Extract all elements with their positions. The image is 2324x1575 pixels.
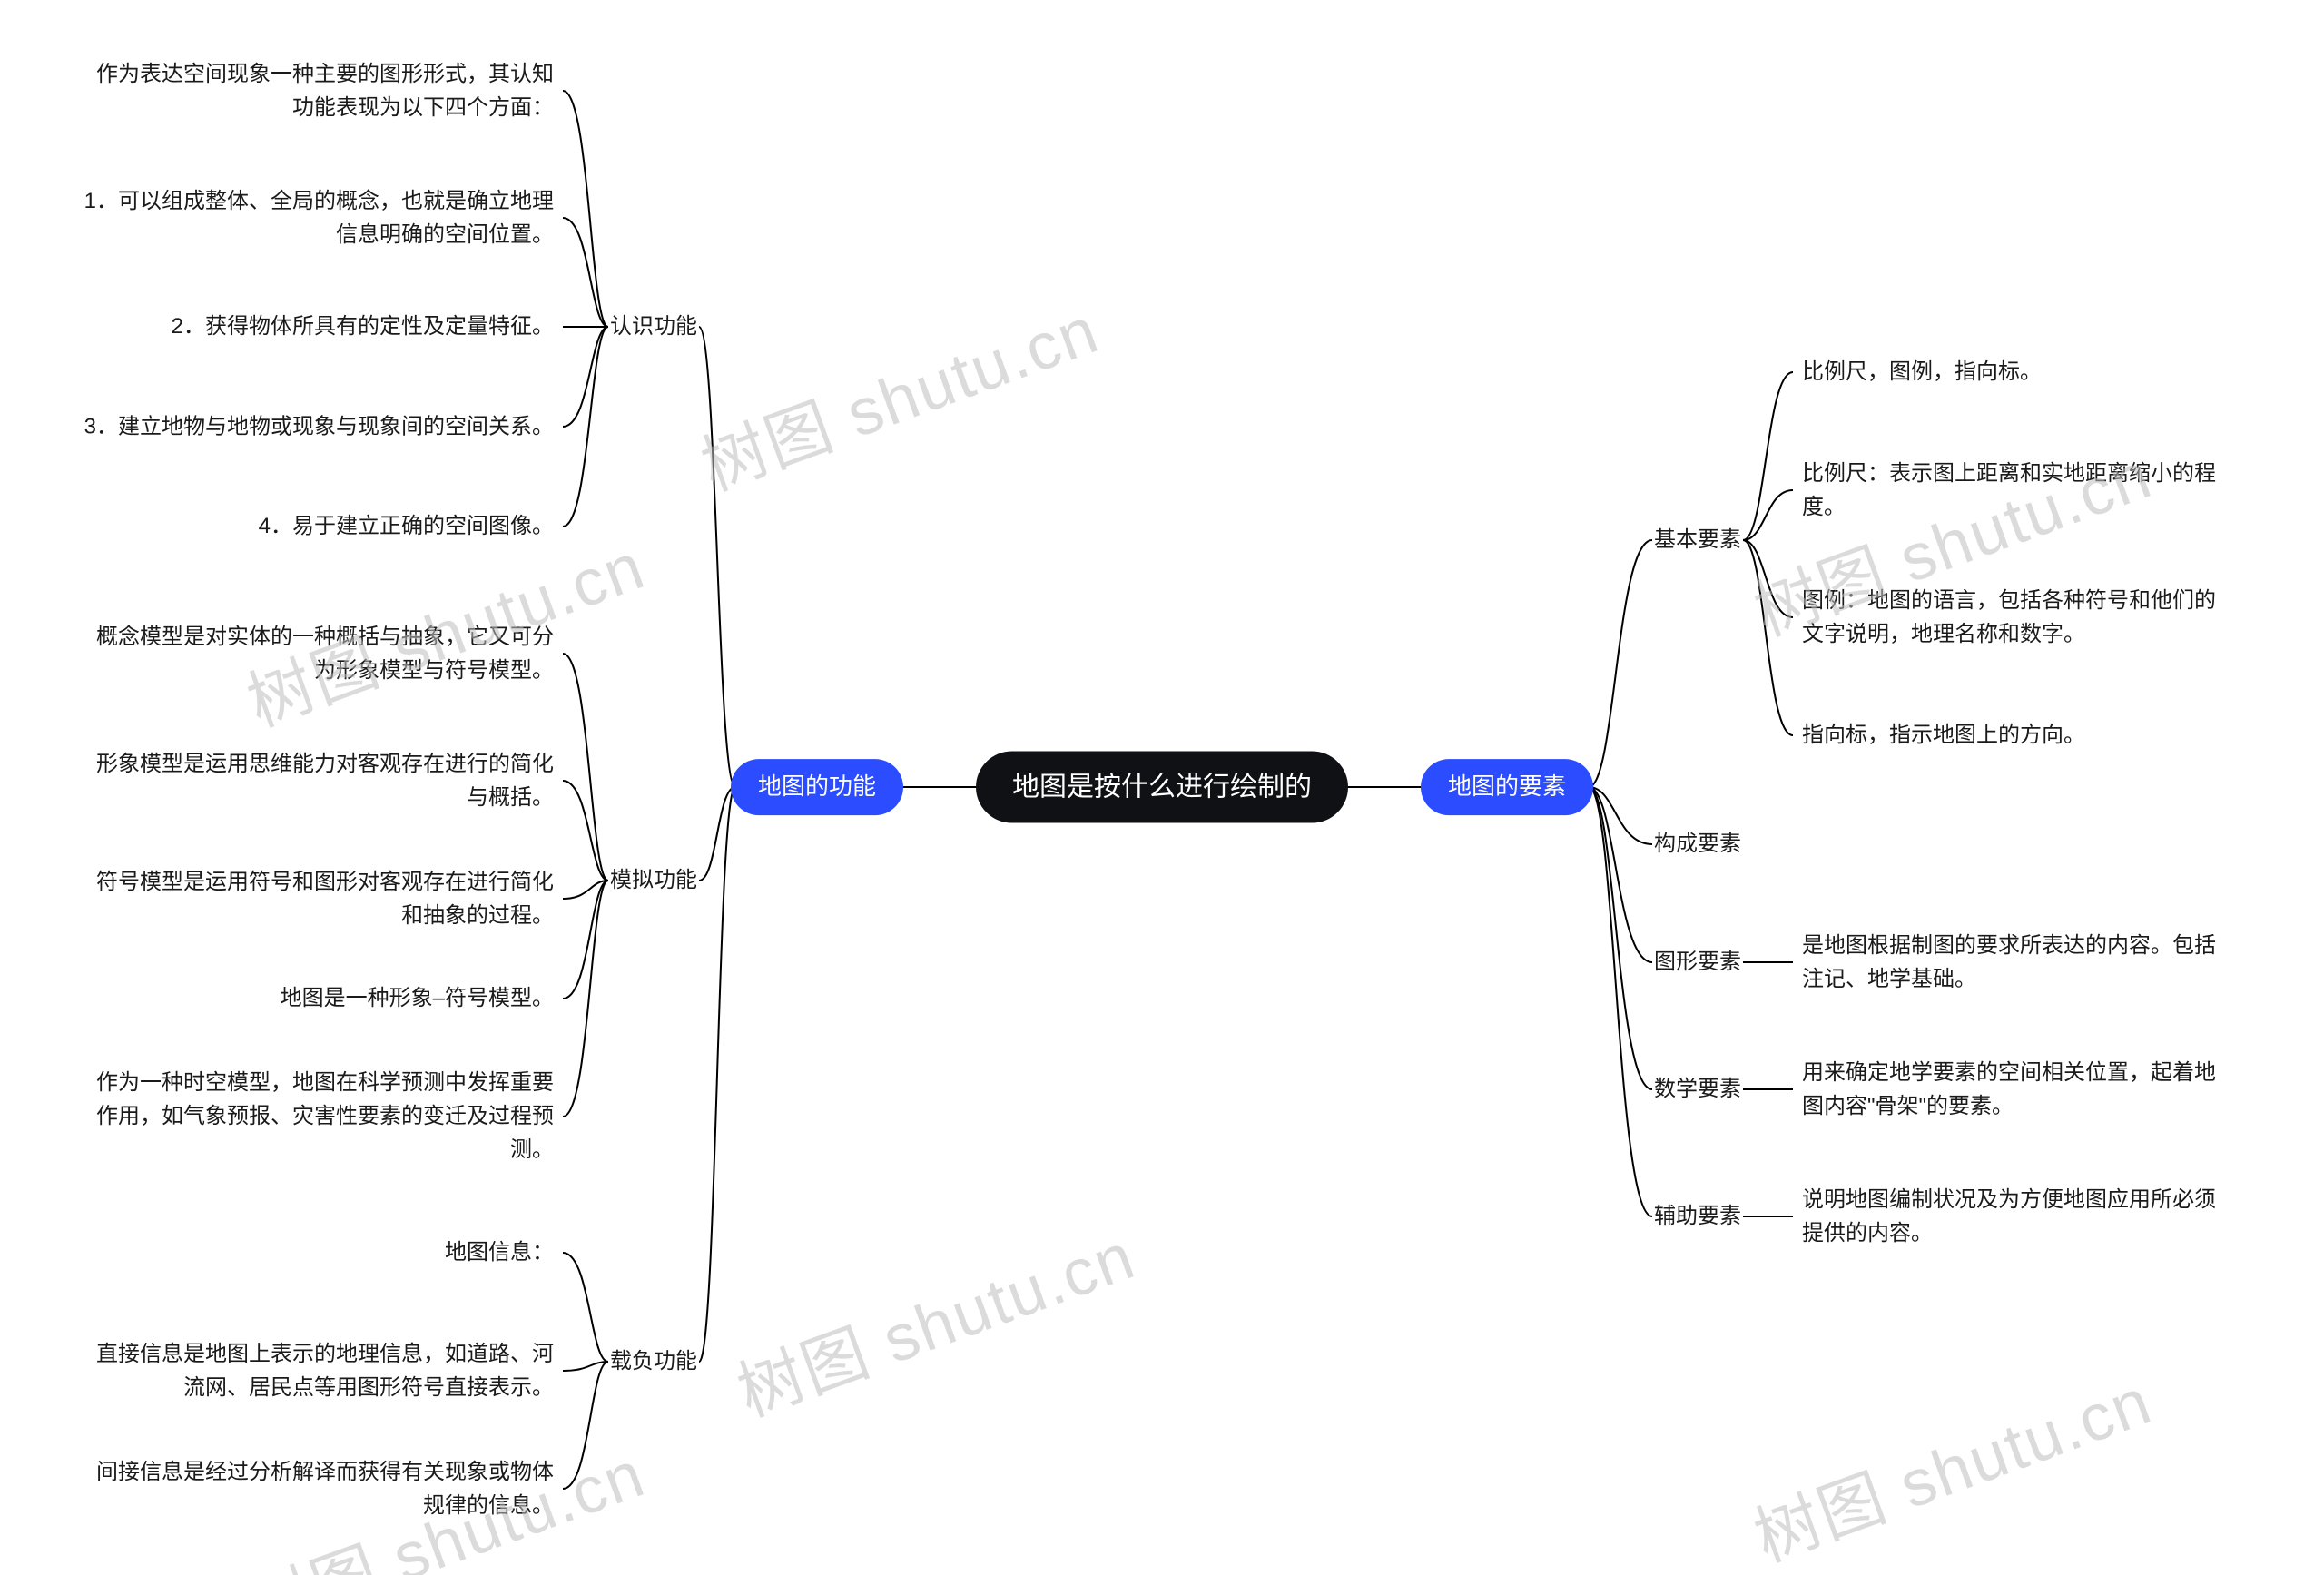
mindmap-canvas: { "type": "mindmap", "background_color":… [0,0,2324,1575]
branch-left-label: 地图的功能 [731,759,903,815]
leaf-cog-0: 作为表达空间现象一种主要的图形形式，其认知功能表现为以下四个方面： [82,57,554,124]
leaf-cog-2: 2．获得物体所具有的定性及定量特征。 [172,312,554,341]
leaf-basic-3: 指向标，指示地图上的方向。 [1802,721,2085,750]
leaf-sim-1: 形象模型是运用思维能力对客观存在进行的简化与概括。 [82,747,554,814]
leaf-sim-3: 地图是一种形象–符号模型。 [281,984,554,1013]
sub-cognition-label: 认识功能 [610,314,697,339]
leaf-basic-2: 图例：地图的语言，包括各种符号和他们的文字说明，地理名称和数字。 [1802,584,2220,651]
leaf-sim-2: 符号模型是运用符号和图形对客观存在进行简化和抽象的过程。 [82,865,554,932]
leaf-car-2: 间接信息是经过分析解译而获得有关现象或物体规律的信息。 [82,1455,554,1522]
leaf-math: 用来确定地学要素的空间相关位置，起着地图内容"骨架"的要素。 [1802,1056,2220,1123]
branch-right[interactable]: 地图的要素 [1421,759,1593,815]
leaf-basic-1: 比例尺：表示图上距离和实地距离缩小的程度。 [1802,457,2220,524]
leaf-cog-4: 4．易于建立正确的空间图像。 [259,512,554,541]
watermark: 树图 shutu.cn [723,1203,1146,1434]
sub-basic-label: 基本要素 [1654,527,1741,552]
leaf-car-1: 直接信息是地图上表示的地理信息，如道路、河流网、居民点等用图形符号直接表示。 [82,1337,554,1404]
leaf-sim-0: 概念模型是对实体的一种概括与抽象，它又可分为形象模型与符号模型。 [82,620,554,687]
watermark: 树图 shutu.cn [1739,1348,2162,1575]
branch-left[interactable]: 地图的功能 [731,759,903,815]
leaf-aux: 说明地图编制状况及为方便地图应用所必须提供的内容。 [1802,1183,2220,1250]
sub-composition[interactable]: 构成要素 [1654,830,1741,859]
leaf-graphic: 是地图根据制图的要求所表达的内容。包括注记、地学基础。 [1802,929,2220,996]
sub-graphic[interactable]: 图形要素 [1654,948,1741,977]
sub-simulation-label: 模拟功能 [610,868,697,892]
watermark: 树图 shutu.cn [686,277,1109,508]
leaf-car-0: 地图信息： [445,1238,554,1267]
root-label: 地图是按什么进行绘制的 [976,752,1348,823]
leaf-cog-1: 1．可以组成整体、全局的概念，也就是确立地理信息明确的空间位置。 [82,184,554,251]
sub-composition-label: 构成要素 [1654,832,1741,856]
leaf-sim-4: 作为一种时空模型，地图在科学预测中发挥重要作用，如气象预报、灾害性要素的变迁及过… [82,1066,554,1167]
leaf-cog-3: 3．建立地物与地物或现象与现象间的空间关系。 [82,409,554,443]
sub-math[interactable]: 数学要素 [1654,1075,1741,1104]
branch-right-label: 地图的要素 [1421,759,1593,815]
sub-basic[interactable]: 基本要素 [1654,526,1741,555]
sub-carrier[interactable]: 载负功能 [610,1347,697,1376]
root-node[interactable]: 地图是按什么进行绘制的 [976,752,1348,823]
sub-aux-label: 辅助要素 [1654,1204,1741,1228]
sub-aux[interactable]: 辅助要素 [1654,1202,1741,1231]
sub-simulation[interactable]: 模拟功能 [610,866,697,895]
sub-cognition[interactable]: 认识功能 [610,312,697,341]
sub-math-label: 数学要素 [1654,1077,1741,1101]
sub-carrier-label: 载负功能 [610,1349,697,1373]
leaf-basic-0: 比例尺，图例，指向标。 [1802,358,2042,387]
sub-graphic-label: 图形要素 [1654,950,1741,974]
